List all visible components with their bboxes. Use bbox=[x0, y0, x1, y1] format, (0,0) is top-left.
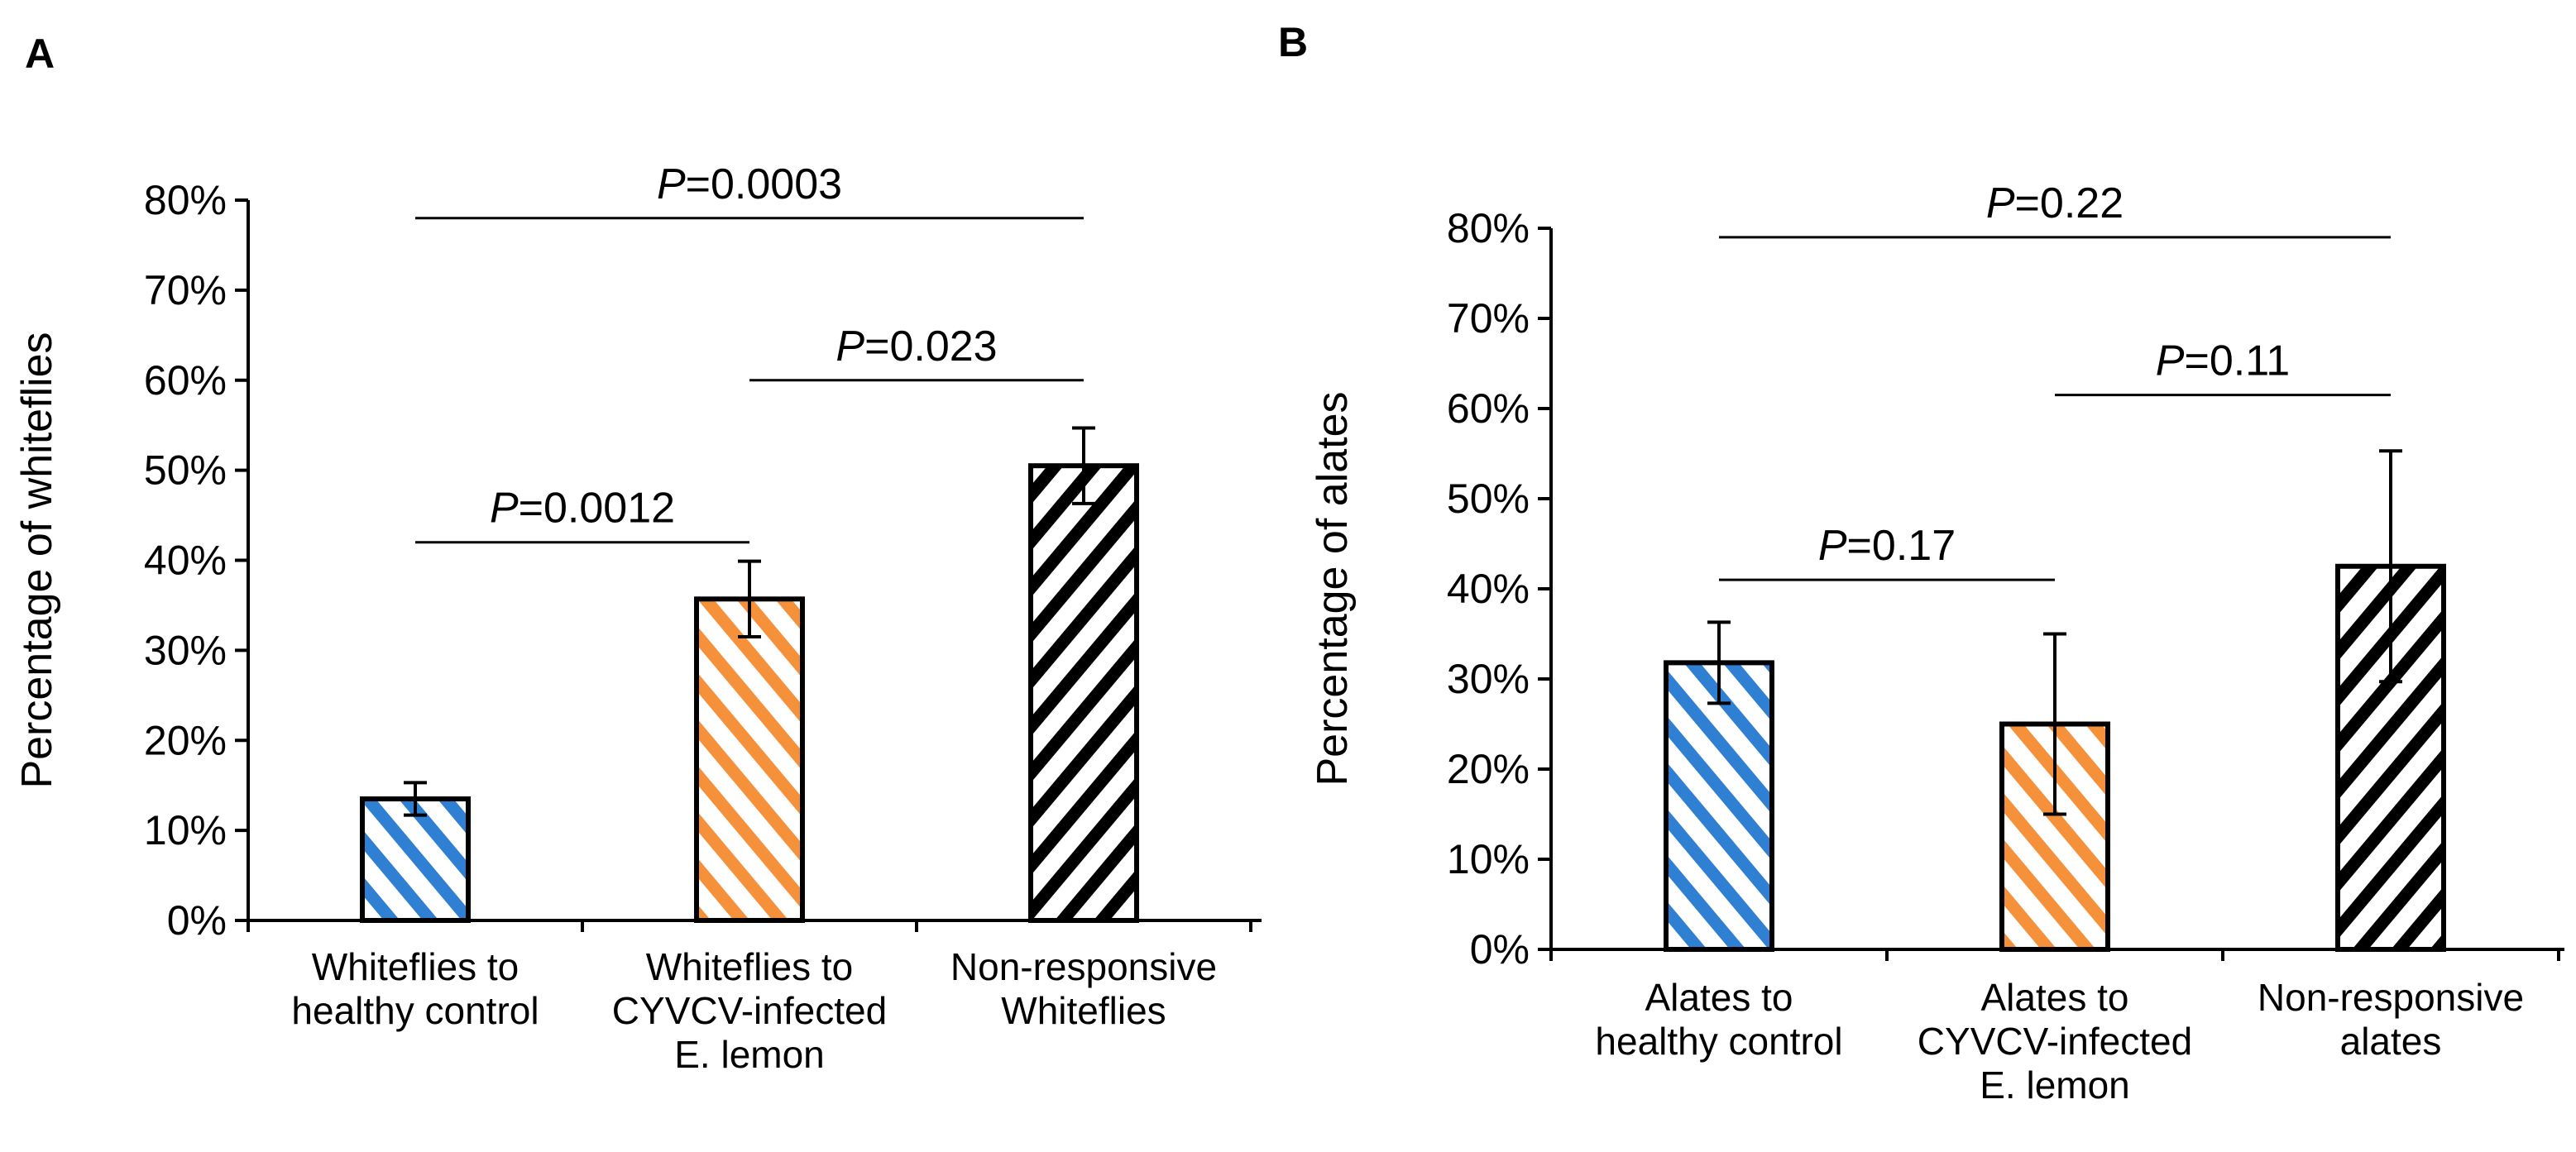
panel-b-label: B bbox=[1278, 19, 1308, 65]
panel-a-p-symbol: P bbox=[490, 485, 519, 533]
panel-b-p-value-2: P=0.11 bbox=[2156, 337, 2290, 385]
panel-a-x-tick-label-line: Non-responsive bbox=[950, 945, 1217, 988]
panel-b-y-axis-label: Percentage of alates bbox=[1309, 392, 1357, 786]
panel-a-y-tick-label: 40% bbox=[144, 538, 227, 584]
panel-a-bar-2 bbox=[697, 599, 802, 920]
panel-a-y-tick-label: 80% bbox=[144, 177, 227, 223]
panel-b-p-symbol: P bbox=[1818, 522, 1847, 570]
panel-a-x-tick-label-line: E. lemon bbox=[674, 1033, 825, 1076]
panel-a-p-number: =0.023 bbox=[864, 323, 998, 370]
panel-b-y-tick-label: 0% bbox=[1470, 926, 1530, 973]
panel-b-x-tick-label-1: Alates to healthy control bbox=[1595, 976, 1842, 1063]
panel-a-y-tick-label: 70% bbox=[144, 267, 227, 313]
panel-a-x-tick-label-2: Whiteflies to CYVCV-infected E. lemon bbox=[612, 945, 887, 1076]
panel-b-p-value-1: P=0.22 bbox=[1986, 179, 2124, 227]
panel-b-p-symbol: P bbox=[2156, 337, 2185, 385]
panel-b-x-tick-label-2: Alates to CYVCV-infected E. lemon bbox=[1918, 976, 2192, 1107]
panel-a-y-tick-label: 60% bbox=[144, 357, 227, 404]
panel-a-p-value-3: P=0.0012 bbox=[490, 485, 675, 533]
panel-a-x-tick-label-3: Non-responsive Whiteflies bbox=[950, 945, 1217, 1032]
panel-b-x-tick-label-line: alates bbox=[2340, 1020, 2442, 1063]
panel-a-y-tick-label: 30% bbox=[144, 627, 227, 673]
panel-b-y-tick-label: 60% bbox=[1447, 385, 1530, 432]
panel-b-x-tick-label-line: Alates to bbox=[1645, 976, 1793, 1019]
panel-a-y-tick-label: 50% bbox=[144, 447, 227, 494]
panel-a-p-value-2: P=0.023 bbox=[836, 323, 997, 370]
panel-a-p-symbol: P bbox=[836, 323, 864, 370]
panel-b-p-number: =0.17 bbox=[1847, 522, 1956, 570]
panel-a-y-tick-label: 20% bbox=[144, 717, 227, 763]
panel-a-x-tick-label-line: healthy control bbox=[291, 989, 539, 1032]
panel-a-bar-1 bbox=[362, 799, 468, 920]
panel-b-y-tick-label: 30% bbox=[1447, 656, 1530, 702]
panel-b-p-number: =0.11 bbox=[2184, 337, 2290, 385]
panel-a-bar-3 bbox=[1031, 466, 1137, 920]
panel-a-p-value-1: P=0.0003 bbox=[657, 160, 842, 208]
panel-b: B Percentage of alates 0% 10% 20% 30% 40% 50% 6… bbox=[1278, 19, 2564, 1107]
panel-a-label: A bbox=[25, 31, 55, 77]
panel-b-y-tick-label: 50% bbox=[1447, 476, 1530, 522]
panel-b-x-tick-label-line: Alates to bbox=[1981, 976, 2129, 1019]
panel-b-x-tick-label-line: E. lemon bbox=[1980, 1064, 2130, 1107]
panel-a-p-symbol: P bbox=[657, 160, 686, 208]
panel-a-y-tick-label: 0% bbox=[167, 897, 227, 944]
panel-a-x-tick-label-line: Whiteflies to bbox=[646, 945, 854, 988]
panel-b-y-tick-label: 80% bbox=[1447, 205, 1530, 251]
panel-a-x-tick-label-line: CYVCV-infected bbox=[612, 989, 887, 1032]
panel-a-y-tick-label: 10% bbox=[144, 807, 227, 853]
panel-a-x-tick-label-line: Whiteflies to bbox=[312, 945, 520, 988]
panel-b-p-value-3: P=0.17 bbox=[1818, 522, 1956, 570]
panel-b-y-tick-label: 10% bbox=[1447, 836, 1530, 882]
panel-a-y-axis-label: Percentage of whiteflies bbox=[13, 332, 61, 788]
panel-a-p-number: =0.0012 bbox=[519, 485, 675, 533]
panel-a-p-number: =0.0003 bbox=[686, 160, 842, 208]
panel-b-x-tick-label-3: Non-responsive alates bbox=[2258, 976, 2524, 1063]
panel-b-y-tick-label: 20% bbox=[1447, 746, 1530, 792]
panel-b-x-tick-label-line: CYVCV-infected bbox=[1918, 1020, 2192, 1063]
panel-b-p-symbol: P bbox=[1986, 179, 2015, 227]
panel-b-x-tick-label-line: Non-responsive bbox=[2258, 976, 2524, 1019]
panel-b-y-tick-label: 70% bbox=[1447, 295, 1530, 342]
panel-a-x-tick-label-line: Whiteflies bbox=[1001, 989, 1166, 1032]
panel-b-y-tick-label: 40% bbox=[1447, 566, 1530, 612]
panel-b-x-tick-label-line: healthy control bbox=[1595, 1020, 1842, 1063]
panel-a: A Percentage of whiteflies 0% 10% 20% 30% 40%… bbox=[13, 31, 1262, 1076]
panel-b-p-number: =0.22 bbox=[2015, 179, 2124, 227]
panel-a-x-tick-label-1: Whiteflies to healthy control bbox=[291, 945, 539, 1032]
panel-b-bar-1 bbox=[1666, 662, 1772, 949]
